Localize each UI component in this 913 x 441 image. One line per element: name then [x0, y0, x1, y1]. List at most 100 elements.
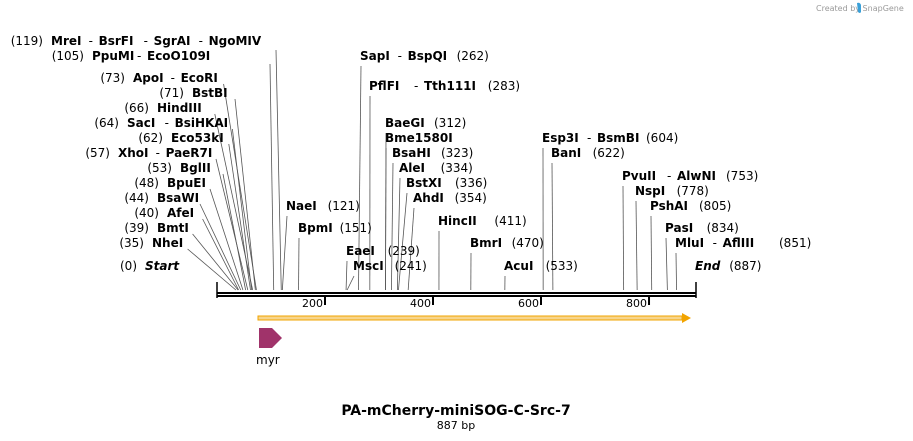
site-label-group: Bme1580I — [385, 131, 453, 145]
site-labels: (119) MreI - BsrFI - SgrAI - NgoMIV(105) PpuMI - E… — [11, 34, 812, 273]
enzyme-name: NspI — [635, 184, 665, 198]
enzyme-name: BstXI — [406, 176, 442, 190]
enzyme-name: EcoO109I — [147, 49, 210, 63]
enzyme-name: SapI — [360, 49, 390, 63]
snapgene-logo-icon — [857, 2, 861, 13]
map-title: PA-mCherry-miniSOG-C-Src-7 — [341, 403, 570, 419]
site-leader-line — [234, 98, 256, 291]
site-leader-line — [228, 143, 251, 291]
enzyme-name: EaeI — [346, 244, 375, 258]
name-separator: - — [165, 116, 169, 130]
site-position: (283) — [488, 79, 520, 93]
site-label-group: NspI (778) — [635, 184, 709, 198]
site-position: (354) — [455, 191, 487, 205]
site-leader-line — [187, 248, 237, 291]
tick-label: 400 — [410, 297, 431, 310]
site-position: (805) — [699, 199, 731, 213]
site-position: (40) — [134, 206, 159, 220]
site-label-group: (39) BmtI — [124, 221, 189, 235]
site-leader-line — [675, 252, 677, 291]
site-label-group: Esp3I - BsmBI (604) — [542, 131, 678, 145]
site-label-group: MluI - AflIII (851) — [675, 236, 811, 250]
tick-label: 800 — [626, 297, 647, 310]
site-leader-line — [346, 275, 355, 291]
site-leader-line — [665, 237, 668, 291]
enzyme-name: PasI — [665, 221, 693, 235]
enzyme-name: BmrI — [470, 236, 502, 250]
enzyme-name: BstBI — [192, 86, 228, 100]
site-position: (834) — [707, 221, 739, 235]
site-leader-line — [269, 63, 275, 291]
name-separator: - — [156, 146, 160, 160]
site-label-group: BmrI (470) — [470, 236, 544, 250]
enzyme-name: Start — [145, 259, 180, 273]
enzyme-name: SacI — [127, 116, 155, 130]
site-label-group: HincII (411) — [438, 214, 527, 228]
enzyme-name: BsrFI — [99, 34, 134, 48]
enzyme-name: MreI — [51, 34, 81, 48]
site-position: (62) — [138, 131, 163, 145]
site-label-group: SapI - BspQI (262) — [360, 49, 489, 63]
name-separator: - — [199, 34, 203, 48]
enzyme-name: SgrAI — [154, 34, 191, 48]
enzyme-name: BsiHKAI — [175, 116, 229, 130]
enzyme-name: HincII — [438, 214, 477, 228]
site-position: (48) — [134, 176, 159, 190]
site-label-group: BpmI (151) — [298, 221, 372, 235]
site-position: (470) — [512, 236, 544, 250]
site-position: (105) — [52, 49, 84, 63]
site-label-group: (48) BpuEI — [134, 176, 206, 190]
site-position: (64) — [94, 116, 119, 130]
site-label-group: BstXI (336) — [406, 176, 487, 190]
enzyme-name: AfeI — [167, 206, 194, 220]
site-leader-line — [396, 177, 401, 291]
enzyme-name: Bme1580I — [385, 131, 453, 145]
site-label-group: (105) PpuMI - EcoO109I — [52, 49, 211, 63]
site-label-group: PasI (834) — [665, 221, 739, 235]
site-position: (533) — [546, 259, 578, 273]
site-label-group: (35) NheI — [119, 236, 183, 250]
site-position: (44) — [124, 191, 149, 205]
site-position: (262) — [457, 49, 489, 63]
site-label-group: (62) Eco53kI — [138, 131, 223, 145]
enzyme-name: MscI — [353, 259, 384, 273]
site-label-group: MscI (241) — [353, 259, 427, 273]
site-position: (121) — [328, 199, 360, 213]
tick-label: 600 — [518, 297, 539, 310]
enzyme-name: NheI — [152, 236, 183, 250]
enzyme-name: BsaWI — [157, 191, 199, 205]
enzyme-name: AlwNI — [677, 169, 716, 183]
name-separator: - — [667, 169, 671, 183]
site-leader-line — [281, 215, 288, 291]
site-position: (119) — [11, 34, 43, 48]
name-separator: - — [414, 79, 418, 93]
site-position: (57) — [85, 146, 110, 160]
enzyme-name: NgoMIV — [209, 34, 262, 48]
site-label-group: (71) BstBI — [159, 86, 227, 100]
name-separator: - — [171, 71, 175, 85]
enzyme-name: PflFI — [369, 79, 399, 93]
site-leader-line — [232, 128, 252, 291]
enzyme-name: BanI — [551, 146, 581, 160]
site-position: (66) — [124, 101, 149, 115]
enzyme-name: PaeR7I — [166, 146, 213, 160]
site-position: (151) — [340, 221, 372, 235]
myr-arrow-icon — [259, 328, 282, 348]
site-position: (73) — [100, 71, 125, 85]
enzyme-name: AhdI — [413, 191, 444, 205]
site-label-group: PvuII - AlwNI (753) — [622, 169, 758, 183]
site-label-group: (0) Start — [120, 259, 180, 273]
ruler-ticks: 200 400 600 800 — [302, 297, 651, 310]
site-label-group: AcuI (533) — [504, 259, 578, 273]
myr-feature: myr — [256, 328, 282, 367]
site-label-group: BsaHI (323) — [392, 146, 473, 160]
enzyme-name: AleI — [399, 161, 425, 175]
site-position: (239) — [388, 244, 420, 258]
site-leader-line — [358, 65, 362, 291]
site-leader-line — [209, 188, 244, 291]
site-leader-line — [635, 200, 638, 291]
site-position: (0) — [120, 259, 137, 273]
site-position: (887) — [729, 259, 761, 273]
site-label-group: AhdI (354) — [413, 191, 487, 205]
